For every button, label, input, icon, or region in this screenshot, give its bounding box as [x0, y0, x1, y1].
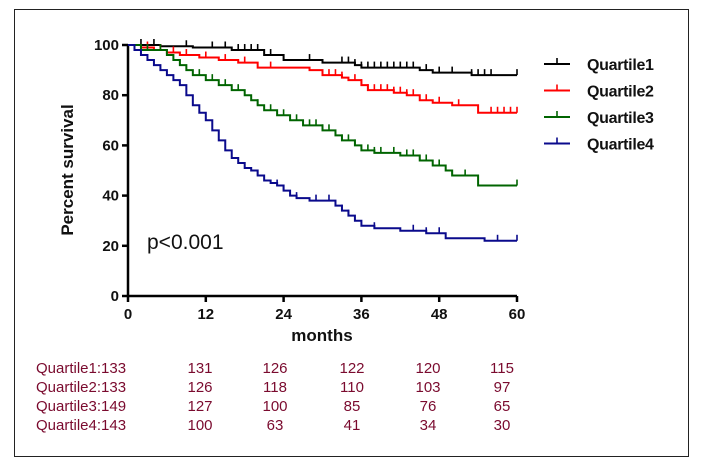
risk-cell: 41: [344, 417, 361, 434]
risk-cell: 131: [187, 360, 212, 377]
figure-frame: [14, 9, 689, 457]
series-quartile4: [128, 44, 518, 242]
y-tick-label: 0: [111, 288, 119, 305]
risk-cell: 97: [494, 379, 511, 396]
axes: 0 20 40 60 80 100 0 12 24 36 48 60: [94, 37, 525, 323]
x-tick-label: 36: [353, 306, 370, 323]
y-tick-label: 20: [102, 238, 119, 255]
legend: Quartile1 Quartile2 Quartile3 Quartile4: [544, 57, 654, 154]
survival-curve: [128, 44, 517, 114]
survival-curve: [128, 44, 517, 187]
survival-curve: [128, 44, 517, 242]
risk-cell: 126: [262, 360, 287, 377]
legend-item: Quartile3: [544, 110, 654, 127]
series-quartile2: [128, 41, 518, 114]
survival-curves: [128, 39, 518, 242]
risk-cell: 127: [187, 398, 212, 415]
y-tick-label: 80: [102, 87, 119, 104]
risk-cell: 122: [339, 360, 364, 377]
survival-curve: [128, 44, 517, 77]
x-ticks: 0 12 24 36 48 60: [124, 296, 526, 323]
risk-cell: 63: [267, 417, 284, 434]
p-value-annotation: p<0.001: [147, 231, 224, 254]
y-ticks: 0 20 40 60 80 100: [94, 37, 128, 305]
series-quartile1: [128, 39, 518, 77]
legend-item: Quartile1: [544, 57, 654, 74]
legend-item: Quartile4: [544, 137, 654, 154]
x-tick-label: 48: [431, 306, 448, 323]
risk-cell: 100: [262, 398, 287, 415]
x-tick-label: 24: [275, 306, 292, 323]
x-tick-label: 12: [197, 306, 214, 323]
number-at-risk-table: Quartile1:133 131 126 122 120 115 Quartile2:13…: [36, 360, 514, 434]
risk-cell: 65: [494, 398, 511, 415]
risk-row-label: Quartile3:149: [36, 398, 126, 415]
risk-table-row: Quartile4:143 100 63 41 34 30: [36, 417, 510, 434]
legend-item: Quartile2: [544, 84, 654, 101]
risk-cell: 115: [490, 360, 514, 377]
risk-table-row: Quartile2:133 126 118 110 103 97: [36, 379, 510, 396]
risk-cell: 30: [494, 417, 511, 434]
risk-cell: 85: [344, 398, 361, 415]
risk-row-label: Quartile1:133: [36, 360, 126, 377]
y-tick-label: 60: [102, 137, 119, 154]
risk-cell: 118: [263, 379, 287, 396]
risk-cell: 110: [340, 379, 364, 396]
risk-row-label: Quartile4:143: [36, 417, 126, 434]
risk-row-label: Quartile2:133: [36, 379, 126, 396]
x-tick-label: 60: [509, 306, 526, 323]
series-quartile3: [128, 44, 518, 187]
risk-cell: 100: [187, 417, 212, 434]
y-axis-title: Percent survival: [58, 104, 77, 235]
risk-table-row: Quartile1:133 131 126 122 120 115: [36, 360, 514, 377]
legend-label: Quartile2: [587, 84, 654, 101]
legend-label: Quartile3: [587, 110, 654, 127]
legend-label: Quartile1: [587, 57, 654, 74]
x-tick-label: 0: [124, 306, 132, 323]
risk-cell: 34: [420, 417, 437, 434]
y-tick-label: 100: [94, 37, 119, 54]
legend-label: Quartile4: [587, 137, 654, 154]
risk-table-row: Quartile3:149 127 100 85 76 65: [36, 398, 510, 415]
risk-cell: 103: [415, 379, 440, 396]
risk-cell: 120: [415, 360, 440, 377]
y-tick-label: 40: [102, 188, 119, 205]
risk-cell: 126: [187, 379, 212, 396]
risk-cell: 76: [420, 398, 437, 415]
x-axis-title: months: [291, 326, 352, 345]
